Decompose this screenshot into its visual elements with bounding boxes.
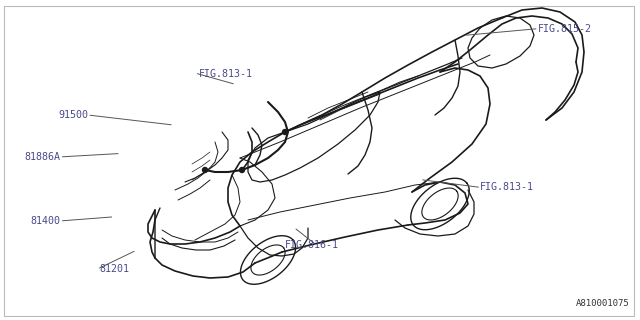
- Circle shape: [239, 167, 244, 172]
- Text: FIG.816-1: FIG.816-1: [285, 240, 339, 250]
- Text: 81400: 81400: [31, 216, 61, 226]
- Text: 81201: 81201: [99, 264, 129, 275]
- Circle shape: [202, 167, 207, 172]
- Text: FIG.815-2: FIG.815-2: [538, 24, 591, 34]
- Text: 81886A: 81886A: [25, 152, 61, 162]
- Text: FIG.813-1: FIG.813-1: [198, 68, 252, 79]
- Text: FIG.813-1: FIG.813-1: [480, 182, 534, 192]
- Text: A810001075: A810001075: [576, 299, 630, 308]
- Text: 91500: 91500: [58, 110, 88, 120]
- Circle shape: [282, 130, 287, 134]
